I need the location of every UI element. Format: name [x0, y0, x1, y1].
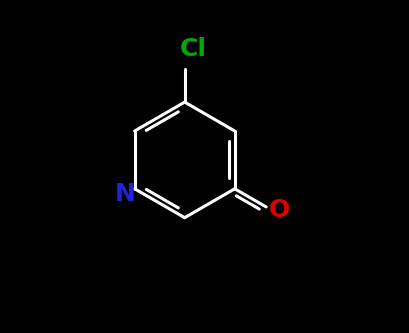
- Text: N: N: [115, 182, 136, 206]
- Text: Cl: Cl: [180, 37, 207, 61]
- Text: O: O: [269, 198, 290, 222]
